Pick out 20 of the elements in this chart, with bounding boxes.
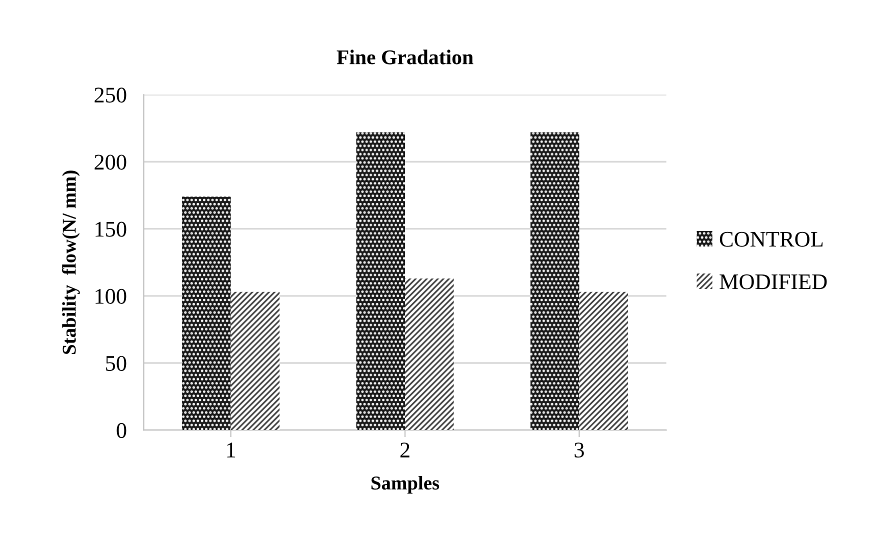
bar: [405, 278, 454, 430]
x-axis-title: Samples: [371, 476, 440, 494]
bar: [530, 132, 580, 430]
chart-title: Fine Gradation: [336, 50, 474, 64]
x-tick-label: 2: [400, 442, 410, 458]
y-tick-label: 50: [106, 356, 126, 371]
legend-label: CONTROL: [720, 232, 823, 247]
y-tick-label: 150: [96, 222, 126, 237]
x-tick-label: 1: [227, 442, 236, 458]
bar: [579, 292, 628, 430]
y-tick-label: 250: [94, 88, 126, 103]
x-tick-label: 3: [574, 442, 584, 458]
bar: [356, 132, 406, 430]
y-tick-label: 0: [116, 423, 126, 438]
legend-label: MODIFIED: [720, 274, 827, 290]
y-tick-label: 200: [94, 154, 126, 170]
bar: [182, 196, 231, 430]
bar: [230, 292, 280, 430]
y-axis-title: Stability flow(N/ mm): [62, 170, 80, 354]
y-tick-label: 100: [96, 288, 126, 304]
